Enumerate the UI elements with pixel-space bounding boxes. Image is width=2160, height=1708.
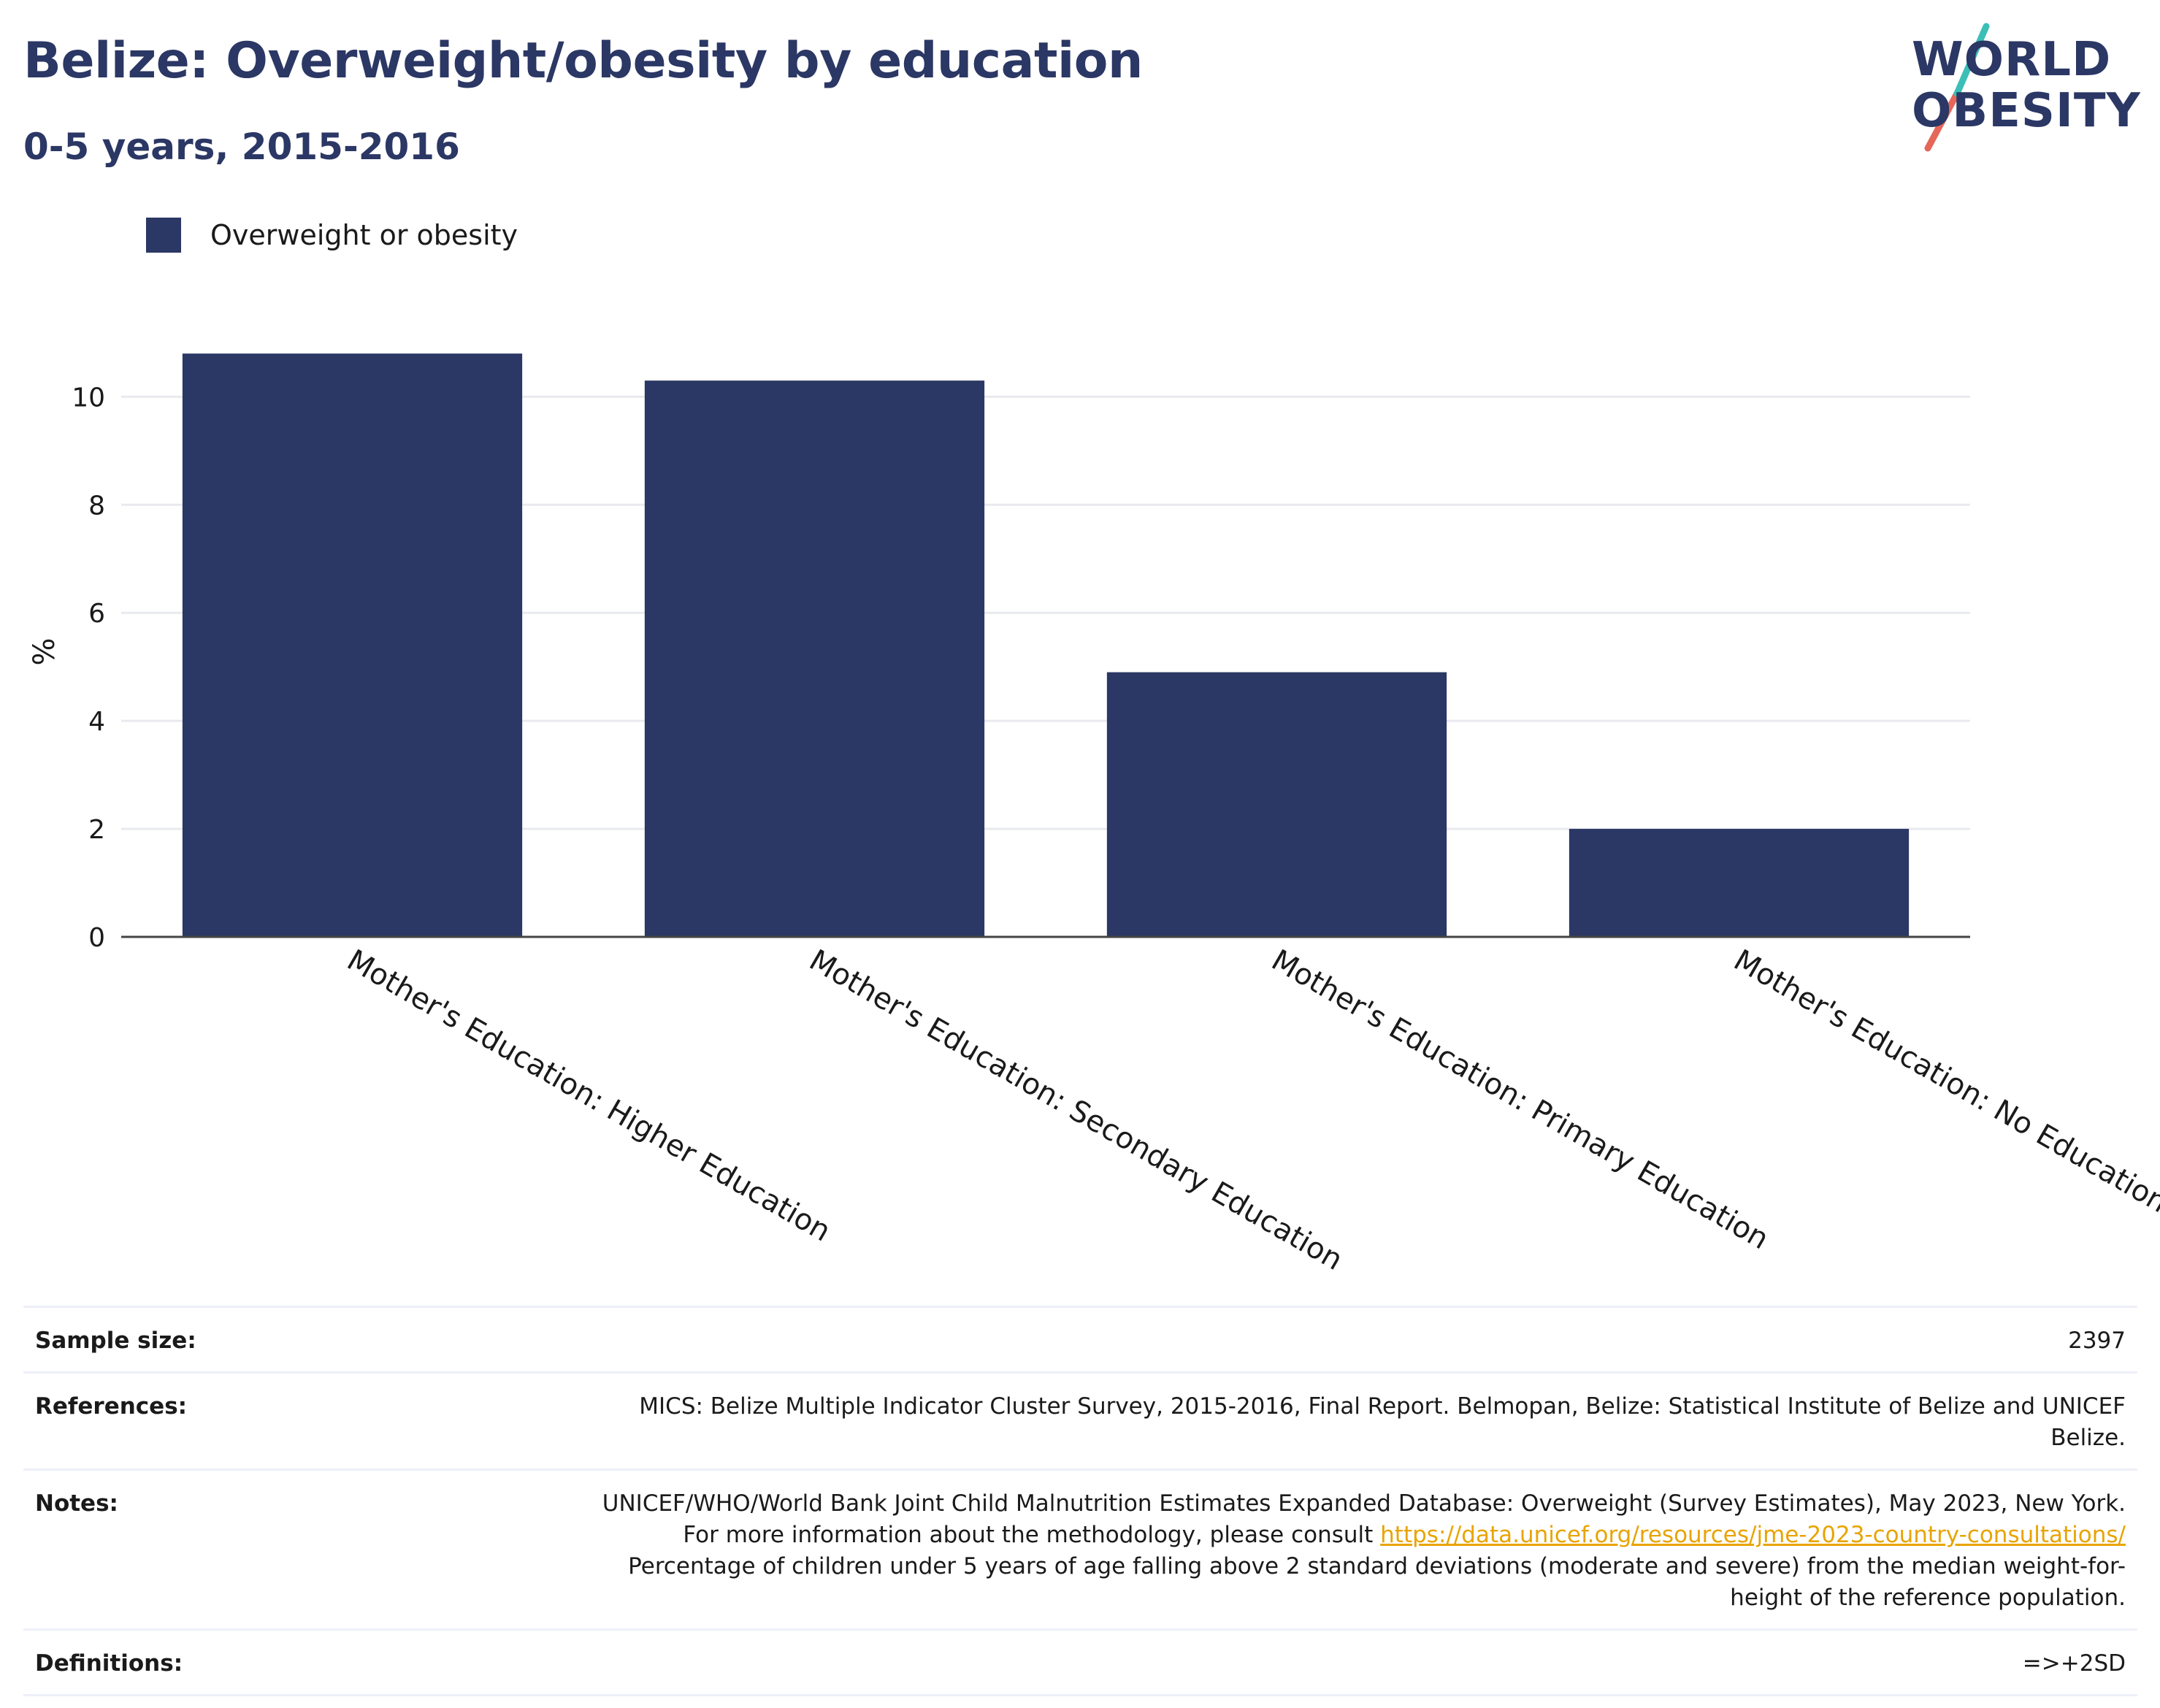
definitions-value: =>+2SD [2022,1650,2126,1677]
y-tick-label: 4 [88,707,105,737]
legend-swatch [146,218,181,253]
bar-chart: 0 2 4 6 8 10 Mother's Education: Higher Educa… [28,353,2160,1277]
bar[interactable] [644,380,985,937]
sample-size-label: Sample size: [35,1328,196,1354]
notes-label: Notes: [35,1490,118,1517]
x-tick-label: Mother's Education: No Education [1728,943,2160,1219]
logo-slash-icon [1924,23,1990,152]
definitions-label: Definitions: [35,1650,183,1677]
y-axis-label: % [28,637,61,665]
y-tick-label: 0 [88,923,105,953]
notes-row: Notes: UNICEF/WHO/World Bank Joint Child… [23,1471,2137,1631]
y-axis-ticks: 0 2 4 6 8 10 [72,383,105,953]
x-tick-label: Mother's Education: Primary Education [1266,943,1774,1257]
bar[interactable] [182,353,523,937]
notes-definition-text: Percentage of children under 5 years of … [628,1553,2126,1611]
bar[interactable] [1569,829,1910,937]
definitions-row: Definitions: =>+2SD [23,1631,2137,1696]
bar[interactable] [1106,672,1447,937]
logo-text-world: WORLD [1912,33,2112,87]
x-tick-label: Mother's Education: Secondary Education [804,943,1349,1277]
legend-label: Overweight or obesity [210,219,518,251]
chart-bars [182,353,1910,937]
y-tick-label: 8 [88,491,105,521]
y-tick-label: 10 [72,383,105,413]
world-obesity-logo: WORLD OBESITY [1899,20,2140,159]
chart-legend: Overweight or obesity [146,218,518,253]
sample-size-value: 2397 [2068,1328,2126,1354]
notes-value: UNICEF/WHO/World Bank Joint Child Malnut… [585,1488,2126,1614]
notes-link[interactable]: https://data.unicef.org/resources/jme-20… [1380,1522,2126,1548]
sample-size-row: Sample size: 2397 [23,1308,2137,1374]
references-value: MICS: Belize Multiple Indicator Cluster … [639,1393,2126,1451]
references-row: References: MICS: Belize Multiple Indica… [23,1374,2137,1471]
y-tick-label: 2 [88,815,105,845]
x-tick-label: Mother's Education: Higher Education [342,943,837,1249]
chart-subtitle: 0-5 years, 2015-2016 [23,126,460,168]
y-tick-label: 6 [88,599,105,629]
chart-title: Belize: Overweight/obesity by education [23,32,1143,90]
notes-text: UNICEF/WHO/World Bank Joint Child Malnut… [602,1490,2126,1548]
logo-text-obesity: OBESITY [1912,84,2141,138]
x-axis-ticks: Mother's Education: Higher EducationMoth… [342,943,2160,1277]
info-table: Sample size: 2397 References: MICS: Beli… [23,1306,2137,1696]
references-label: References: [35,1393,188,1420]
